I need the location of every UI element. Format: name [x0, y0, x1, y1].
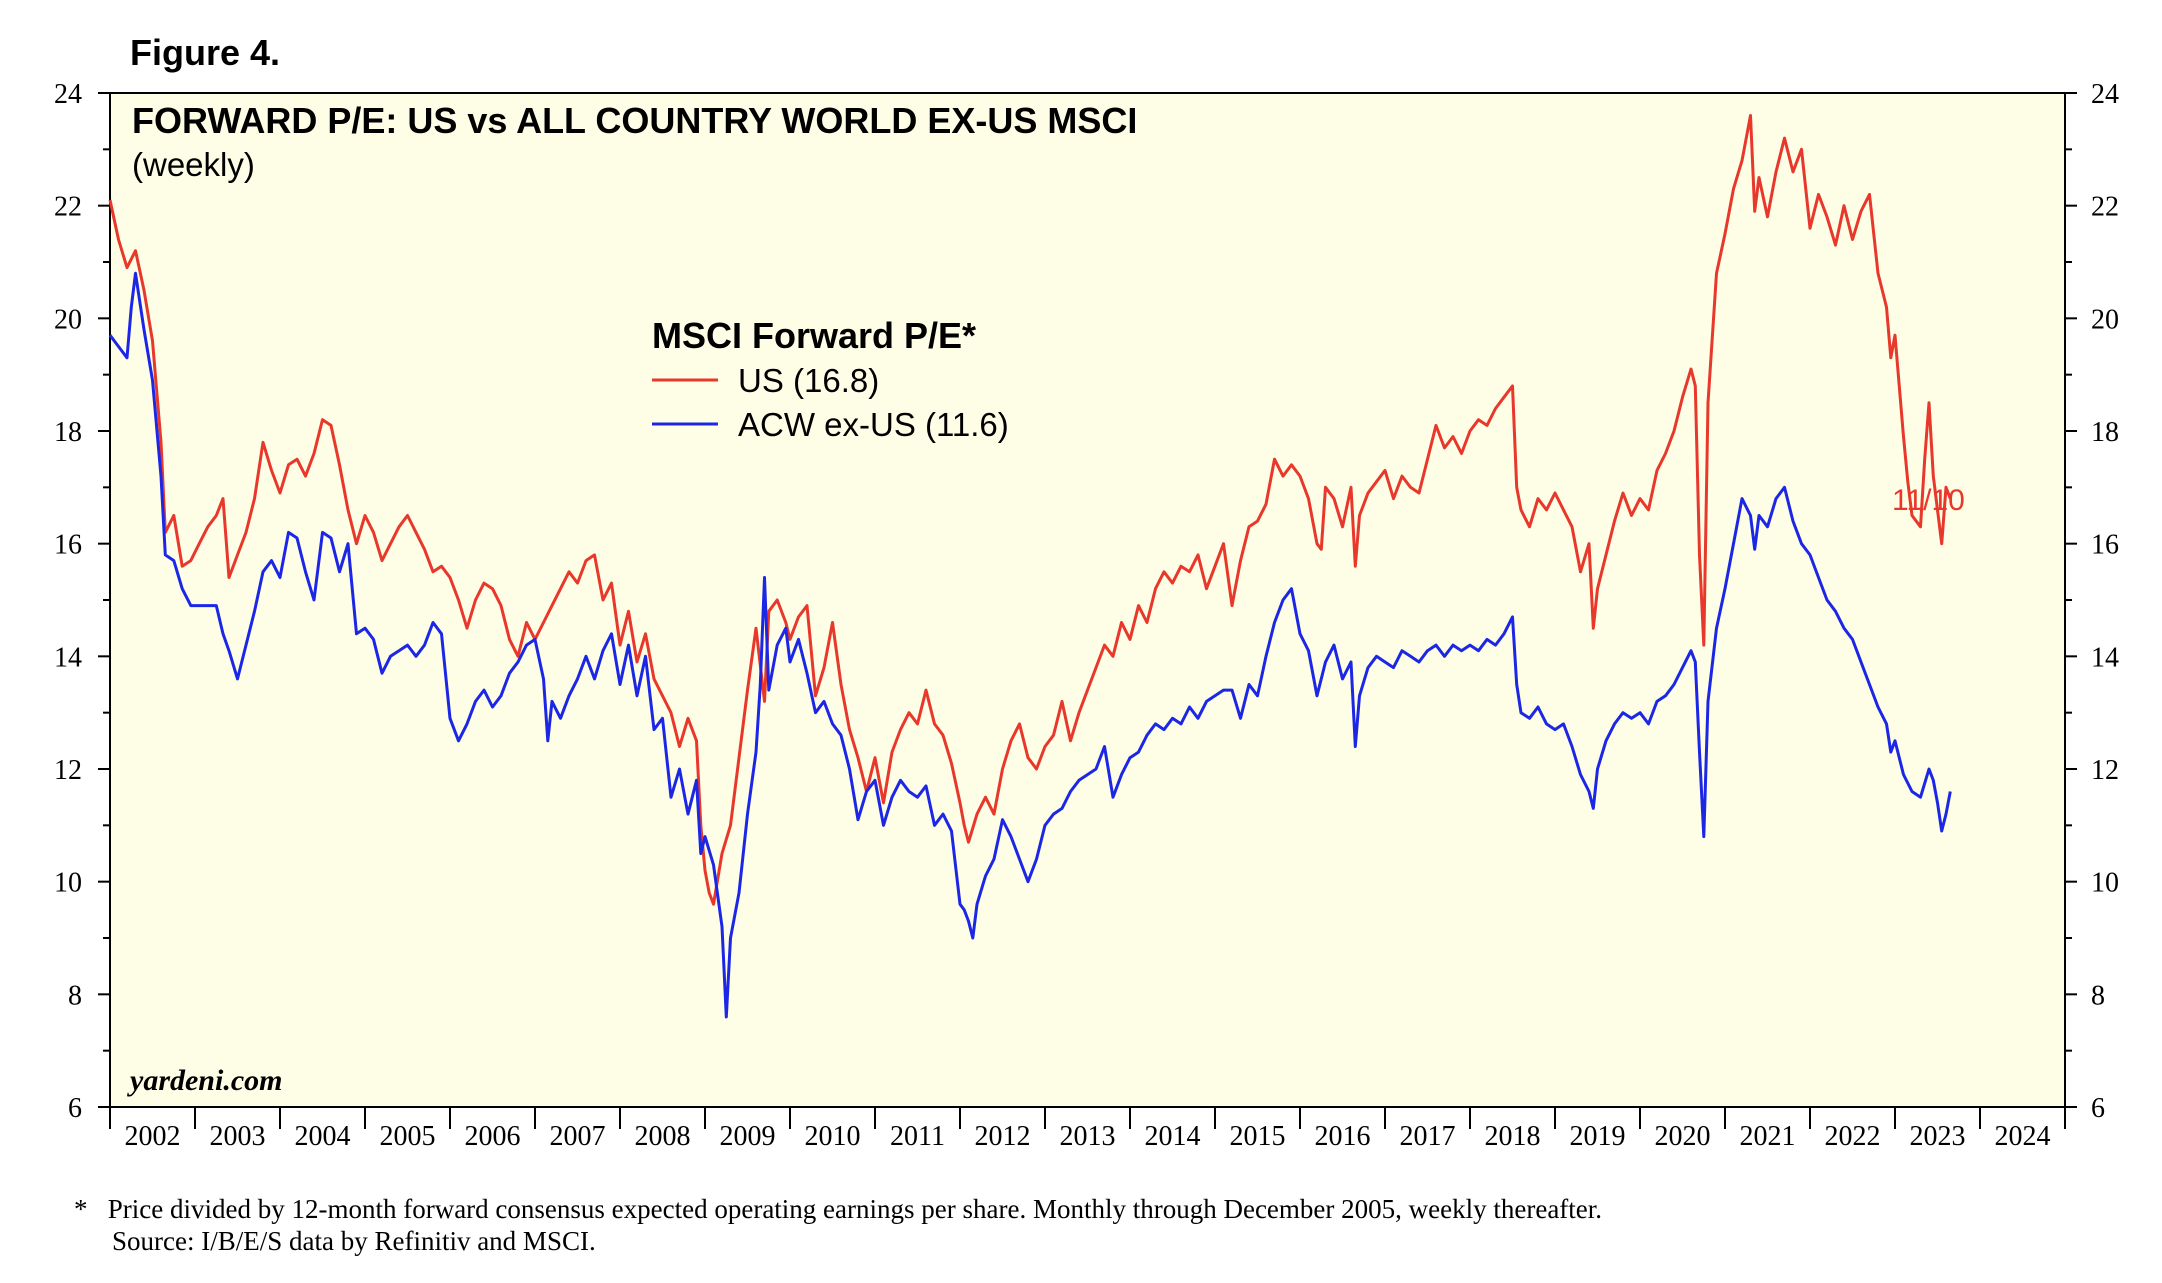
- y-tick-label-left: 24: [54, 79, 82, 110]
- x-tick-label: 2022: [1825, 1121, 1881, 1152]
- series-layer: [108, 114, 1952, 1019]
- chart-title: FORWARD P/E: US vs ALL COUNTRY WORLD EX-…: [132, 100, 1137, 141]
- x-tick-label: 2020: [1655, 1121, 1711, 1152]
- x-tick-label: 2013: [1060, 1121, 1116, 1152]
- y-tick-label-right: 12: [2091, 755, 2119, 786]
- legend-title: MSCI Forward P/E*: [652, 315, 976, 356]
- y-tick-label-left: 10: [54, 868, 82, 899]
- y-tick-label-right: 20: [2091, 304, 2119, 335]
- y-tick-label-right: 16: [2091, 530, 2119, 561]
- chart-subtitle: (weekly): [132, 146, 255, 183]
- x-tick-label: 2002: [125, 1121, 181, 1152]
- x-tick-label: 2017: [1400, 1121, 1456, 1152]
- x-tick-label: 2008: [635, 1121, 691, 1152]
- end-date-label: 11/10: [1892, 484, 1965, 517]
- legend-label-us: US (16.8): [738, 362, 879, 399]
- watermark: yardeni.com: [127, 1064, 282, 1097]
- series-line-acw-ex-us: [108, 271, 1952, 1019]
- y-axis-right-labels: 6 8 10 12 14 16 18 20 22 24: [2091, 79, 2119, 1124]
- x-tick-label: 2007: [550, 1121, 606, 1152]
- x-tick-label: 2018: [1485, 1121, 1541, 1152]
- x-axis-labels: 2002 2003 2004 2005 2006 2007 2008 2009 2010 2011…: [125, 1121, 2051, 1152]
- x-tick-label: 2021: [1740, 1121, 1796, 1152]
- x-tick-label: 2009: [720, 1121, 776, 1152]
- legend-label-acw: ACW ex-US (11.6): [738, 406, 1009, 443]
- figure-label: Figure 4.: [130, 32, 280, 73]
- y-tick-label-left: 22: [54, 192, 82, 223]
- y-axis-left-labels: 6 8 10 12 14 16 18 20 22 24: [54, 79, 82, 1124]
- x-tick-label: 2023: [1910, 1121, 1966, 1152]
- x-tick-label: 2019: [1570, 1121, 1626, 1152]
- x-tick-label: 2016: [1315, 1121, 1371, 1152]
- y-tick-label-right: 8: [2091, 980, 2105, 1011]
- x-tick-label: 2011: [890, 1121, 945, 1152]
- y-tick-label-right: 10: [2091, 868, 2119, 899]
- x-tick-label: 2005: [380, 1121, 436, 1152]
- footnote-line-2: Source: I/B/E/S data by Refinitiv and MS…: [112, 1226, 596, 1256]
- y-tick-label-right: 22: [2091, 192, 2119, 223]
- plot-area: [109, 92, 2066, 1108]
- x-tick-label: 2012: [975, 1121, 1031, 1152]
- y-tick-label-right: 14: [2091, 642, 2119, 673]
- footnote-line-1: * Price divided by 12-month forward cons…: [74, 1194, 1602, 1224]
- y-tick-label-left: 8: [68, 980, 82, 1011]
- tick-layer: [98, 92, 2077, 1129]
- x-tick-label: 2003: [210, 1121, 266, 1152]
- legend: MSCI Forward P/E* US (16.8) ACW ex-US (1…: [652, 315, 1009, 443]
- x-tick-label: 2014: [1145, 1121, 1201, 1152]
- y-tick-label-left: 16: [54, 530, 82, 561]
- y-tick-label-left: 14: [54, 642, 82, 673]
- x-tick-label: 2004: [295, 1121, 351, 1152]
- x-tick-label: 2015: [1230, 1121, 1286, 1152]
- y-tick-label-left: 20: [54, 304, 82, 335]
- y-tick-label-right: 18: [2091, 417, 2119, 448]
- y-tick-label-left: 6: [68, 1093, 82, 1124]
- y-tick-label-left: 12: [54, 755, 82, 786]
- x-tick-label: 2006: [465, 1121, 521, 1152]
- x-tick-label: 2024: [1995, 1121, 2051, 1152]
- series-line-us: [108, 114, 1952, 906]
- y-tick-label-left: 18: [54, 417, 82, 448]
- x-tick-label: 2010: [805, 1121, 861, 1152]
- y-tick-label-right: 24: [2091, 79, 2119, 110]
- y-tick-label-right: 6: [2091, 1093, 2105, 1124]
